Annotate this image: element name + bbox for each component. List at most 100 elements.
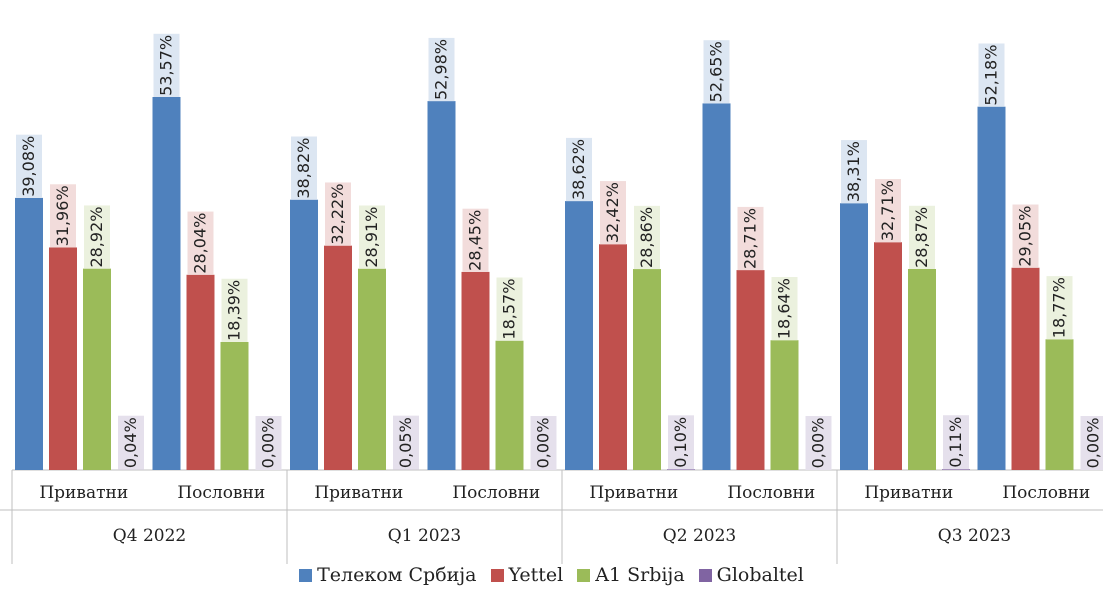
data-label: 0,00% [534,418,553,469]
legend-item-a1: A1 Srbija [577,564,685,586]
data-label-bg [600,181,626,245]
data-label: 32,42% [603,182,622,243]
bar [1011,267,1040,470]
data-label: 18,39% [225,280,244,341]
data-label-bg [566,137,592,202]
legend-item-globaltel: Globaltel [698,564,804,586]
bar [908,268,936,470]
bar [220,341,249,470]
bar [83,268,111,470]
category-tick-label: Приватни [314,483,403,503]
bar [840,203,868,471]
data-label: 0,04% [121,417,140,468]
data-label-bg [118,415,144,470]
bar [702,103,731,470]
data-label-bg [16,134,42,198]
legend-label-globaltel: Globaltel [716,564,804,586]
bar-chart: 39,08% 31,96% 28,92% 0,04% Приватни 53,57% 28,… [0,33,1103,564]
data-label: 39,08% [19,136,38,197]
data-label: 28,91% [362,207,381,268]
data-label-bg [496,277,523,341]
data-label: 28,92% [87,207,106,268]
bar [667,469,695,470]
data-label: 38,62% [569,139,588,200]
data-label-bg [909,205,935,269]
category-tick-label: Приватни [589,483,678,503]
legend-label-yettel: Yettel [508,564,564,586]
data-label-bg [187,211,214,275]
group-tick-label: Q1 2023 [388,526,461,546]
legend: Телеком Србија Yettel A1 Srbija Globalte… [0,564,1103,586]
legend-item-yettel: Yettel [490,564,564,586]
data-label-bg [530,416,557,470]
group-tick-label: Q2 2023 [663,526,736,546]
bar [461,271,490,470]
data-label: 52,65% [707,41,726,102]
data-label-bg [737,206,764,271]
data-label: 0,11% [946,417,965,468]
legend-swatch-telekom [299,568,313,582]
legend-swatch-a1 [577,568,591,582]
data-label-bg [978,43,1005,107]
bar [770,340,799,470]
data-label-bg [943,415,969,470]
data-label-bg [462,208,489,272]
data-label-bg [221,278,248,342]
data-label: 53,57% [157,35,176,96]
bar [15,197,43,470]
group-tick-label: Q4 2022 [113,526,186,546]
bar [324,245,352,470]
data-label-bg [153,33,180,97]
data-label-bg [84,205,110,269]
data-label: 0,10% [671,417,690,468]
bar [874,242,902,470]
data-label: 38,82% [294,138,313,199]
legend-swatch-yettel [490,568,504,582]
data-label: 28,45% [466,210,485,271]
legend-label-a1: A1 Srbija [595,564,685,586]
bar [495,340,524,470]
bar [633,269,661,470]
data-label-bg [634,205,660,270]
group-tick-label: Q3 2023 [938,526,1011,546]
data-label: 31,96% [53,185,72,246]
bar [942,469,970,470]
bar [290,199,318,470]
bar [736,270,765,470]
data-label-bg [325,182,351,246]
data-label-bg [359,205,385,269]
data-label-bg [668,415,694,470]
data-label: 52,18% [982,45,1001,106]
bar [1045,339,1074,470]
data-label-bg [50,184,76,248]
data-label: 0,05% [396,417,415,468]
legend-swatch-globaltel [698,568,712,582]
bar [49,247,77,470]
data-label: 32,71% [878,180,897,241]
data-label: 0,00% [259,418,278,469]
category-tick-label: Приватни [39,483,128,503]
data-label: 32,22% [328,184,347,245]
data-label-bg [1080,416,1103,470]
bar [565,201,593,470]
bar [358,268,386,470]
data-label: 28,71% [741,208,760,269]
data-label-bg [841,140,867,204]
data-label: 28,86% [637,207,656,268]
category-tick-label: Пословни [452,483,540,503]
category-tick-label: Пословни [1002,483,1090,503]
data-label: 29,05% [1016,206,1035,267]
data-label: 18,57% [500,279,519,340]
data-label: 28,87% [912,207,931,268]
bar [599,244,627,470]
data-label-bg [393,415,419,470]
data-label: 0,00% [1084,418,1103,469]
data-label: 38,31% [844,141,863,202]
data-label: 18,77% [1050,277,1069,338]
data-label-bg [255,416,282,470]
legend-item-telekom: Телеком Србија [299,564,477,586]
data-label: 28,04% [191,213,210,274]
data-label-bg [875,179,901,243]
data-label-bg [805,416,832,470]
legend-label-telekom: Телеком Србија [317,564,477,586]
